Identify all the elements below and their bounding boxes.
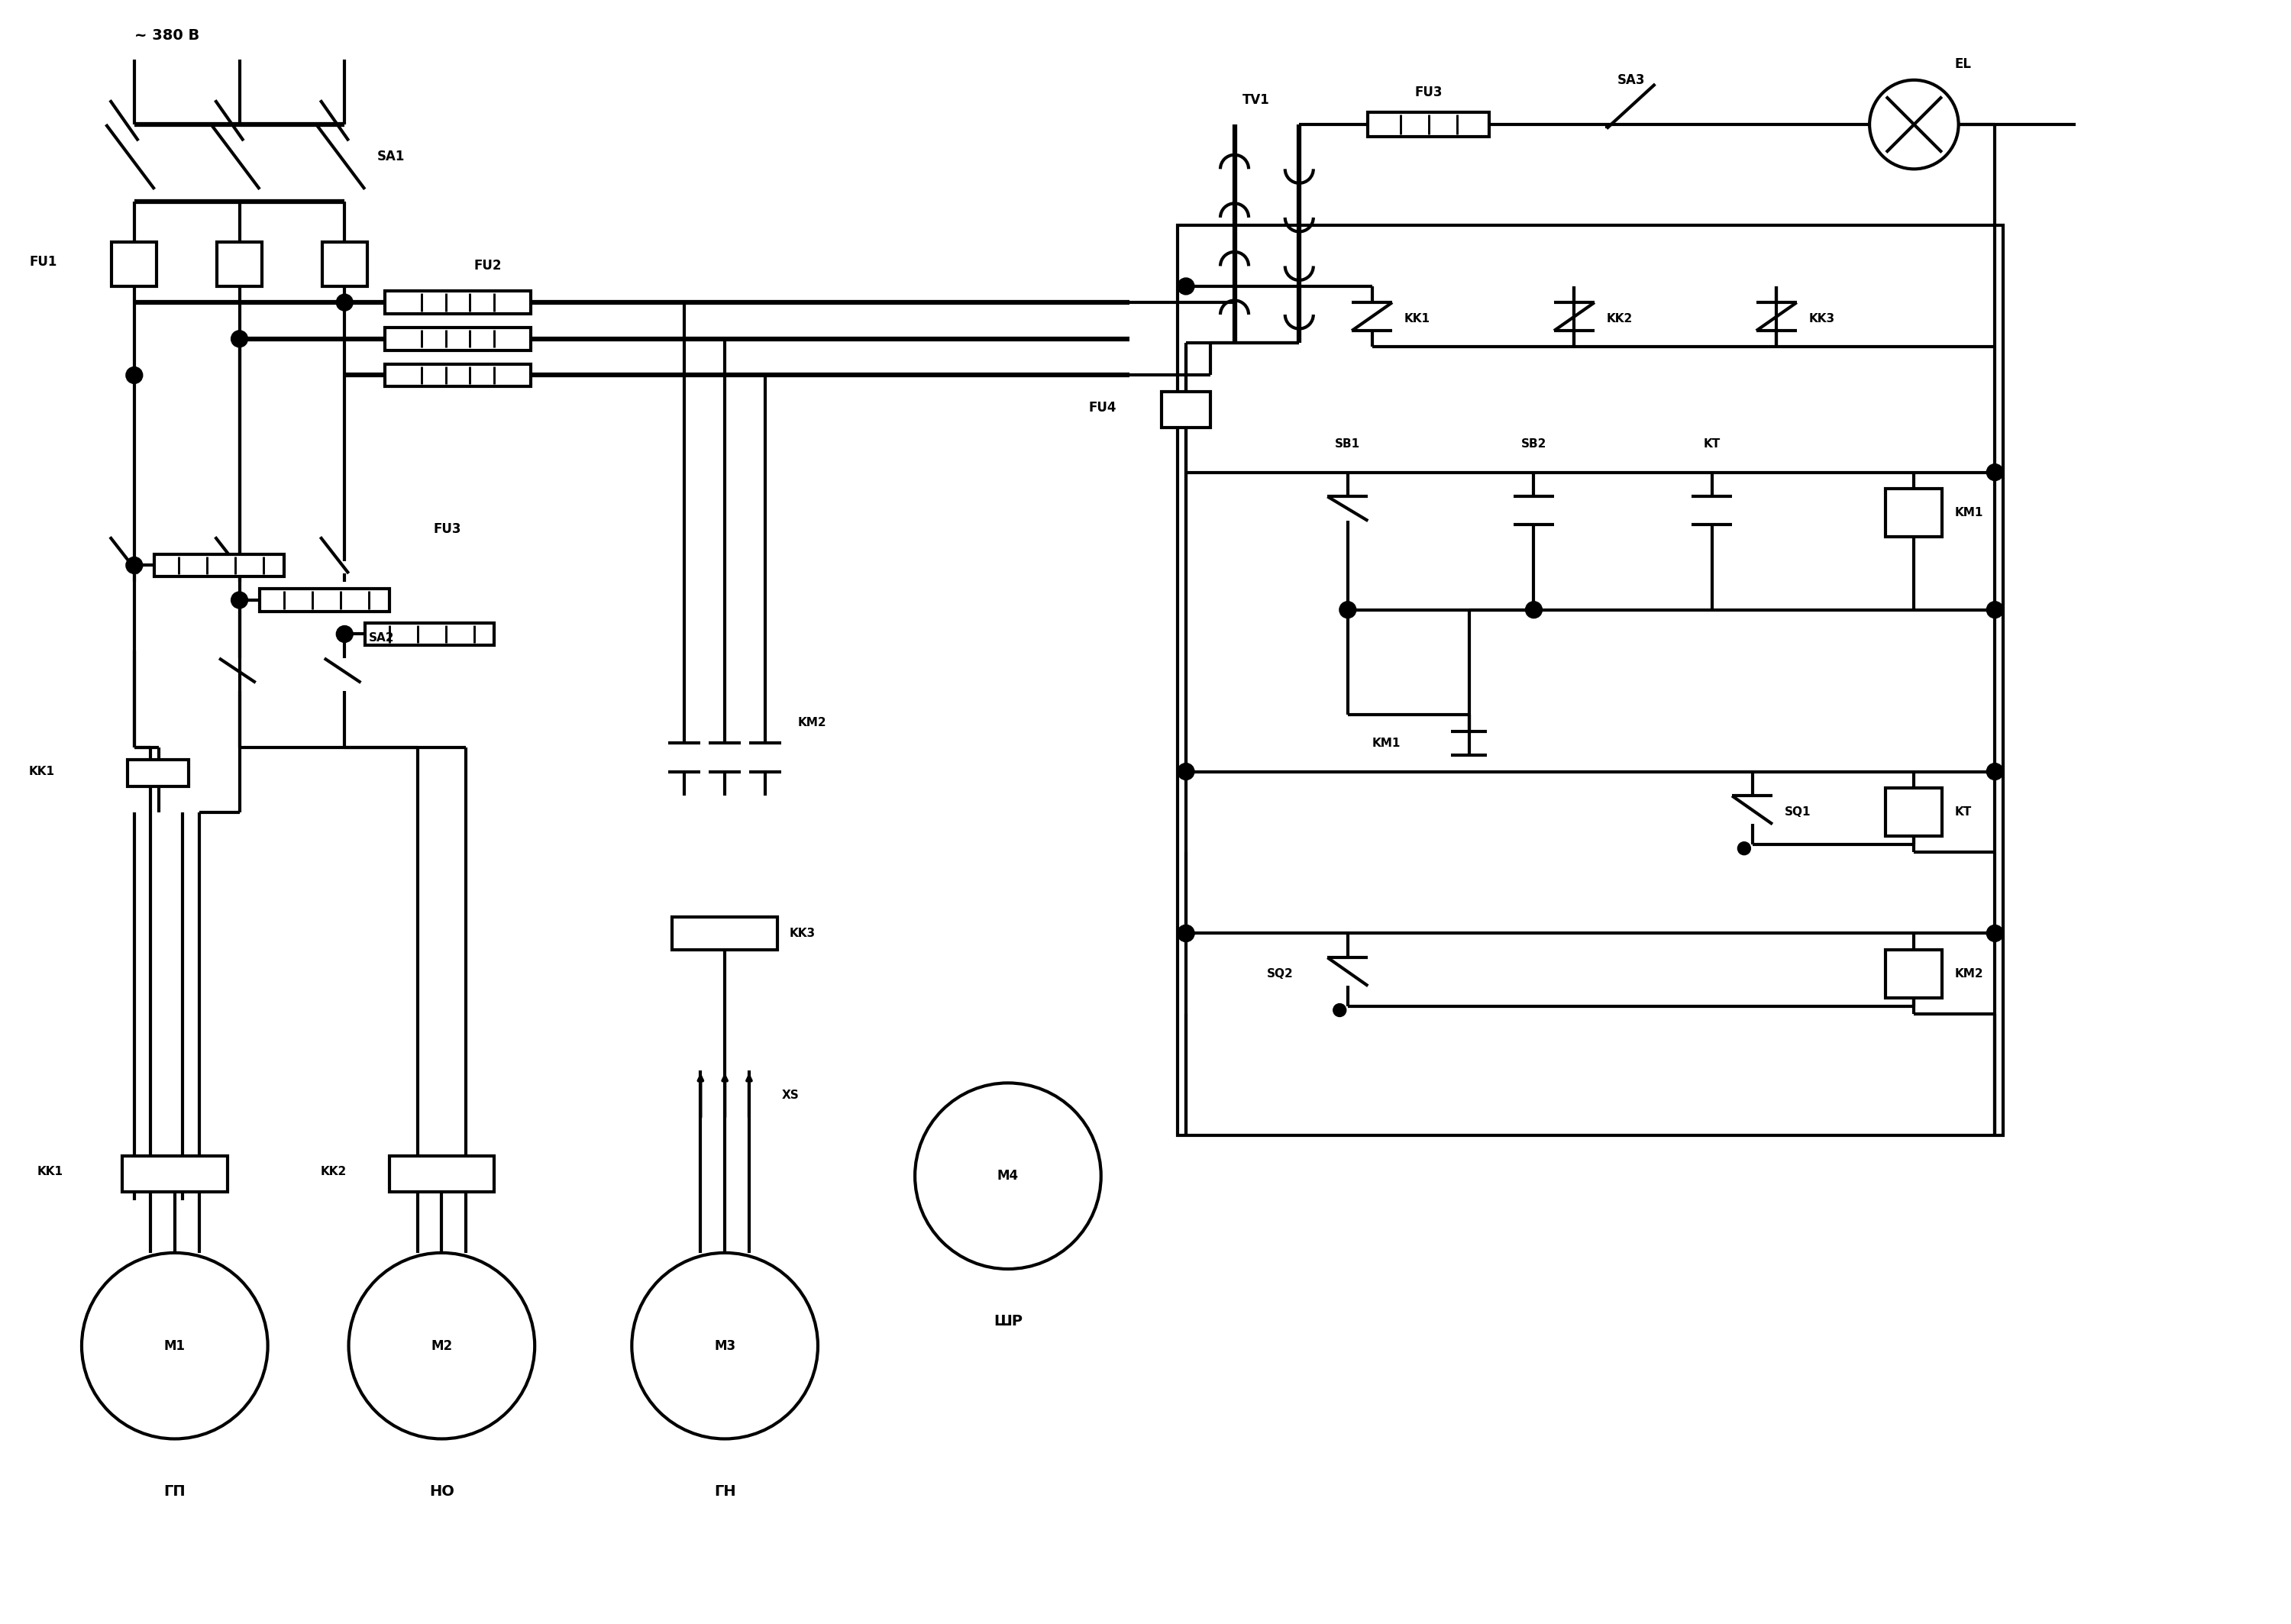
Bar: [112, 242, 156, 286]
Circle shape: [1989, 765, 2002, 780]
Text: SA2: SA2: [369, 632, 394, 643]
Text: SQ1: SQ1: [1785, 806, 1810, 818]
Bar: [1162, 391, 1210, 427]
Text: KM1: KM1: [1954, 507, 1984, 518]
Text: FU1: FU1: [30, 255, 57, 270]
Text: TV1: TV1: [1242, 93, 1269, 107]
Circle shape: [1737, 841, 1750, 854]
Bar: [121, 1156, 227, 1192]
Bar: [1885, 950, 1943, 999]
Bar: [389, 1156, 495, 1192]
Bar: [153, 554, 284, 577]
Circle shape: [1340, 603, 1354, 617]
Text: М2: М2: [431, 1338, 451, 1353]
Bar: [128, 760, 188, 786]
Text: FU4: FU4: [1088, 401, 1116, 414]
Circle shape: [1333, 1004, 1347, 1017]
Text: KK3: KK3: [1810, 313, 1835, 325]
Circle shape: [126, 559, 142, 573]
Bar: [385, 364, 532, 387]
Circle shape: [1526, 603, 1542, 617]
Circle shape: [82, 1252, 268, 1439]
Text: М1: М1: [165, 1338, 186, 1353]
Text: KM1: KM1: [1372, 737, 1400, 749]
Circle shape: [126, 369, 142, 383]
Text: М3: М3: [715, 1338, 735, 1353]
Circle shape: [1989, 926, 2002, 940]
Circle shape: [337, 627, 353, 641]
Circle shape: [1989, 464, 2002, 479]
Text: SA3: SA3: [1617, 73, 1645, 88]
Circle shape: [337, 296, 353, 310]
Text: SB1: SB1: [1336, 438, 1361, 450]
Text: FU3: FU3: [1416, 86, 1443, 99]
Text: SB2: SB2: [1521, 438, 1546, 450]
Text: EL: EL: [1954, 57, 1970, 71]
Text: SA1: SA1: [378, 149, 406, 164]
Text: KK2: KK2: [1606, 313, 1633, 325]
Text: KK2: KK2: [321, 1166, 346, 1177]
Circle shape: [632, 1252, 818, 1439]
Bar: [385, 291, 532, 313]
Text: SQ2: SQ2: [1267, 968, 1294, 979]
Bar: [385, 328, 532, 351]
Circle shape: [1178, 279, 1194, 294]
Circle shape: [1178, 926, 1194, 940]
Bar: [218, 242, 261, 286]
Text: KT: KT: [1702, 438, 1721, 450]
Text: ~ 380 В: ~ 380 В: [135, 28, 199, 42]
Bar: [1885, 489, 1943, 538]
Circle shape: [1178, 926, 1194, 940]
Text: KK3: KK3: [790, 927, 816, 939]
Text: KT: KT: [1954, 806, 1973, 818]
Text: XS: XS: [781, 1090, 800, 1101]
Text: KM2: KM2: [797, 718, 827, 729]
Text: FU2: FU2: [474, 260, 502, 273]
Bar: [1178, 226, 2002, 1135]
Text: KK1: KK1: [30, 767, 55, 778]
Circle shape: [231, 331, 247, 346]
Text: FU3: FU3: [433, 521, 460, 536]
Circle shape: [1989, 603, 2002, 617]
Text: М4: М4: [997, 1169, 1019, 1182]
Text: НО: НО: [428, 1484, 454, 1499]
Text: ГН: ГН: [715, 1484, 735, 1499]
Bar: [259, 590, 389, 611]
Text: ШР: ШР: [994, 1314, 1022, 1328]
Circle shape: [1178, 765, 1194, 780]
Text: KK1: KK1: [1404, 313, 1430, 325]
Text: KK1: KK1: [37, 1166, 64, 1177]
Text: KM2: KM2: [1954, 968, 1984, 979]
Bar: [671, 918, 777, 950]
Bar: [323, 242, 367, 286]
Circle shape: [914, 1083, 1102, 1268]
Bar: [1885, 788, 1943, 836]
Circle shape: [231, 593, 247, 607]
Bar: [364, 622, 495, 645]
Text: ГП: ГП: [163, 1484, 186, 1499]
Bar: [1368, 112, 1489, 136]
Circle shape: [1869, 80, 1959, 169]
Circle shape: [348, 1252, 534, 1439]
